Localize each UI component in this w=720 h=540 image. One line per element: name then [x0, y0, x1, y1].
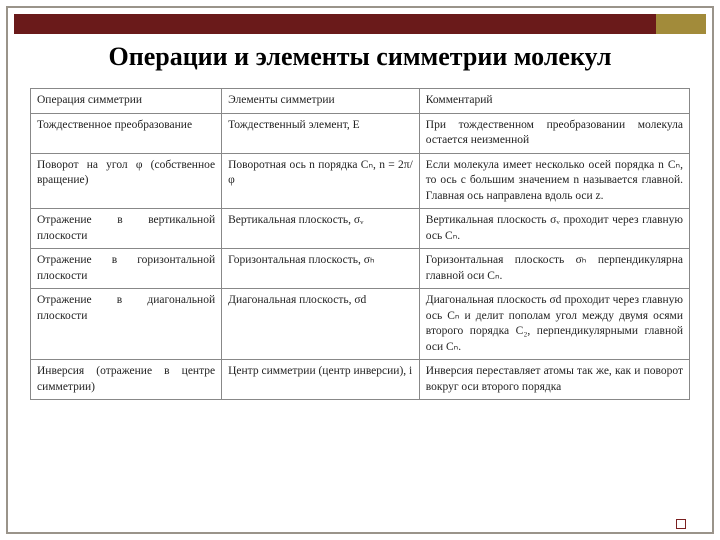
cell-element: Поворотная ось n порядка Cₙ, n = 2π/φ	[222, 153, 420, 209]
top-bar	[14, 14, 706, 34]
cell-comment: Диагональная плоскость σd проходит через…	[419, 289, 689, 360]
cell-element: Вертикальная плоскость, σᵥ	[222, 209, 420, 249]
table-row: Тождественное преобразование Тождественн…	[31, 113, 690, 153]
cell-operation: Инверсия (отражение в центре симметрии)	[31, 360, 222, 400]
cell-comment: Инверсия переставляет атомы так же, как …	[419, 360, 689, 400]
cell-element: Тождественный элемент, E	[222, 113, 420, 153]
table-row: Отражение в горизонтальной плоскости Гор…	[31, 249, 690, 289]
table-header-row: Операция симметрии Элементы симметрии Ко…	[31, 89, 690, 114]
slide-title: Операции и элементы симметрии молекул	[0, 42, 720, 72]
table-row: Инверсия (отражение в центре симметрии) …	[31, 360, 690, 400]
table-row: Отражение в диагональной плоскости Диаго…	[31, 289, 690, 360]
col-header-operation: Операция симметрии	[31, 89, 222, 114]
footer-marker-icon	[676, 519, 686, 529]
cell-element: Горизонтальная плоскость, σₕ	[222, 249, 420, 289]
symmetry-table: Операция симметрии Элементы симметрии Ко…	[30, 88, 690, 400]
top-bar-accent	[656, 14, 706, 34]
cell-operation: Поворот на угол φ (собственное вращение)	[31, 153, 222, 209]
cell-operation: Отражение в вертикальной плоскости	[31, 209, 222, 249]
col-header-element: Элементы симметрии	[222, 89, 420, 114]
cell-comment: Если молекула имеет несколько осей поряд…	[419, 153, 689, 209]
cell-operation: Тождественное преобразование	[31, 113, 222, 153]
cell-comment: Горизонтальная плоскость σₕ перпендикуля…	[419, 249, 689, 289]
cell-element: Диагональная плоскость, σd	[222, 289, 420, 360]
cell-operation: Отражение в горизонтальной плоскости	[31, 249, 222, 289]
cell-comment: Вертикальная плоскость σᵥ проходит через…	[419, 209, 689, 249]
cell-comment: При тождественном преобразовании молекул…	[419, 113, 689, 153]
table-row: Отражение в вертикальной плоскости Верти…	[31, 209, 690, 249]
cell-operation: Отражение в диагональной плоскости	[31, 289, 222, 360]
cell-element: Центр симметрии (центр инверсии), i	[222, 360, 420, 400]
col-header-comment: Комментарий	[419, 89, 689, 114]
table-row: Поворот на угол φ (собственное вращение)…	[31, 153, 690, 209]
